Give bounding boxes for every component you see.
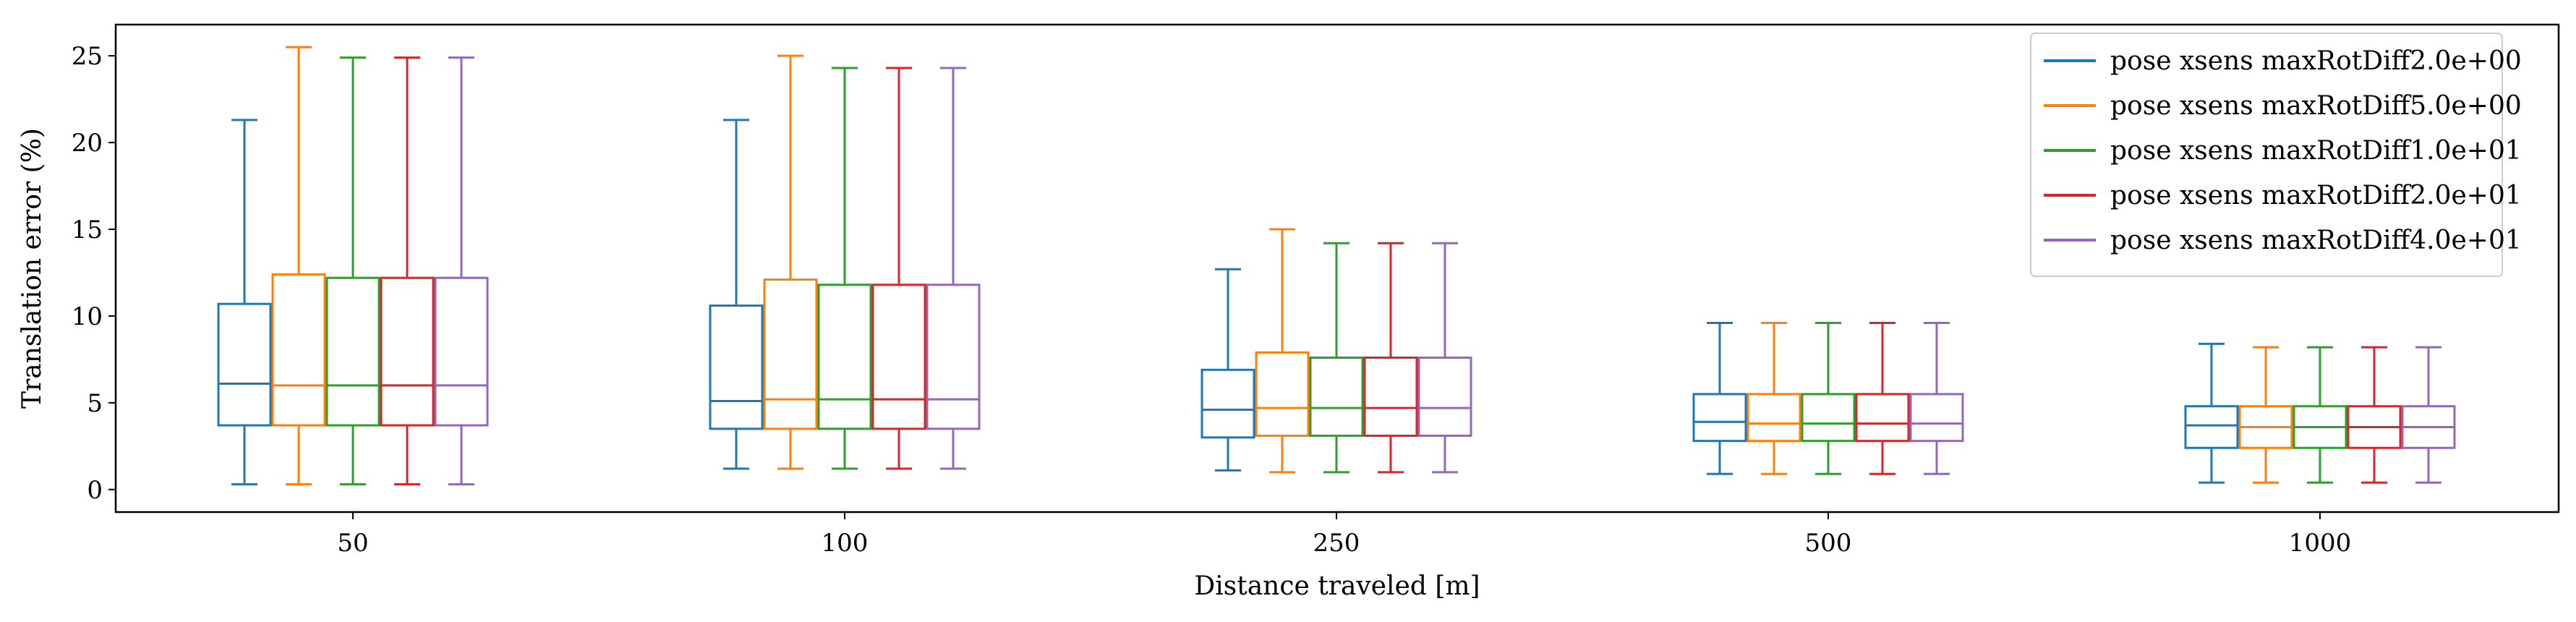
box-500-series-1 [1692,322,1747,475]
iqr-box [1747,393,1801,443]
y-tick-label: 10 [72,302,103,331]
iqr-box [1801,393,1856,443]
box-50-series-2 [271,46,326,486]
y-tick-label: 15 [72,216,103,244]
legend-label: pose xsens maxRotDiff5.0e+00 [2110,91,2522,121]
y-axis-label: Translation error (%) [17,128,47,409]
box-100-series-3 [817,67,872,470]
boxes-layer [217,46,2456,486]
iqr-box [325,276,380,427]
x-tick-label: 500 [1805,529,1852,558]
box-250-series-5 [1417,242,1472,474]
x-tick-label: 100 [822,529,869,558]
iqr-box [434,276,489,427]
iqr-box [817,284,872,430]
legend-label: pose xsens maxRotDiff4.0e+01 [2110,226,2522,255]
x-axis-label: Distance traveled [m] [1194,571,1480,601]
iqr-box [2184,405,2239,449]
box-50-series-4 [380,56,435,486]
box-1000-series-2 [2238,346,2293,484]
iqr-box [217,302,272,427]
box-250-series-1 [1200,268,1255,472]
box-500-series-2 [1747,322,1801,475]
box-500-series-3 [1801,322,1856,475]
iqr-box [926,284,981,430]
box-500-series-4 [1855,322,1910,475]
box-50-series-1 [217,119,272,486]
box-1000-series-4 [2347,346,2402,484]
box-100-series-2 [763,54,818,470]
iqr-box [871,284,926,430]
iqr-box [1417,357,1472,437]
box-50-series-5 [434,56,489,486]
legend-frame [2030,33,2503,277]
y-tick-label: 20 [72,129,103,158]
iqr-box [1692,393,1747,443]
box-1000-series-3 [2293,346,2347,484]
iqr-box [1909,393,1964,443]
legend-label: pose xsens maxRotDiff2.0e+00 [2110,46,2522,76]
x-tick-label: 1000 [2289,529,2352,558]
box-500-series-5 [1909,322,1964,475]
y-tick-label: 25 [72,42,103,71]
x-tick-label: 50 [337,529,368,558]
box-100-series-4 [871,67,926,470]
box-1000-series-1 [2184,342,2239,484]
box-1000-series-5 [2401,346,2456,484]
iqr-box [380,276,435,427]
ticks-layer: 0 5 10 15 20 25 50 100 250 500 1000 [72,42,2352,558]
iqr-box [709,304,764,430]
iqr-box [1200,368,1255,439]
iqr-box [271,273,326,427]
box-100-series-1 [709,119,764,470]
iqr-box [763,278,818,430]
iqr-box [1363,357,1418,437]
legend-label: pose xsens maxRotDiff1.0e+01 [2110,136,2522,166]
iqr-box [1309,357,1364,437]
legend: pose xsens maxRotDiff2.0e+00 pose xsens m… [2030,33,2522,277]
legend-label: pose xsens maxRotDiff2.0e+01 [2110,181,2522,210]
plot-frame [114,23,2560,514]
box-100-series-5 [926,67,981,470]
y-tick-label: 0 [87,476,103,505]
iqr-box [1255,351,1310,437]
box-50-series-3 [325,56,380,486]
box-250-series-4 [1363,242,1418,474]
y-tick-label: 5 [87,389,103,418]
iqr-box [1855,393,1910,443]
x-tick-label: 250 [1313,529,1360,558]
box-250-series-3 [1309,242,1364,474]
box-250-series-2 [1255,228,1310,474]
